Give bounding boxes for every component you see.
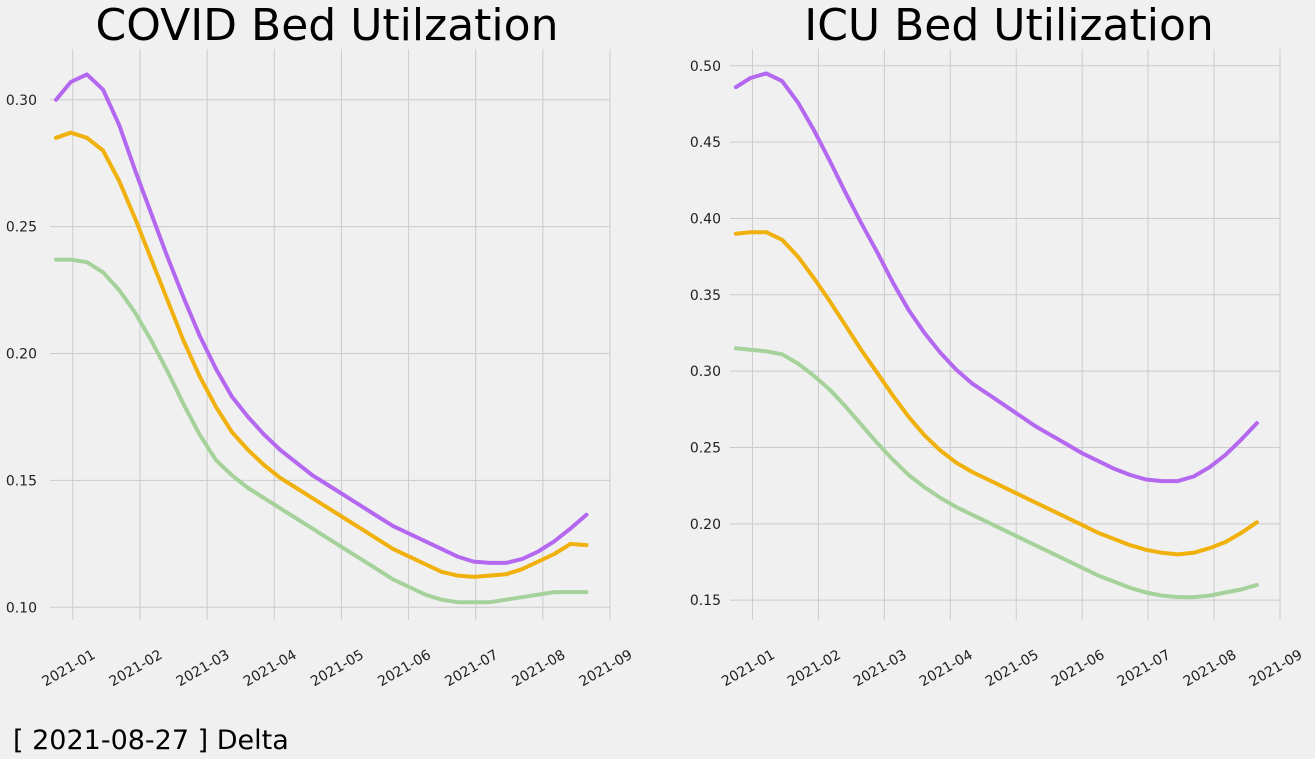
icu-y-tick-label: 0.25 bbox=[690, 440, 721, 456]
icu-x-tick-label: 2021-07 bbox=[1115, 647, 1174, 690]
icu-x-tick-label: 2021-03 bbox=[851, 647, 910, 690]
covid-x-tick-label: 2021-07 bbox=[442, 647, 501, 690]
covid-series-green-line bbox=[54, 257, 589, 605]
covid-x-tick-label: 2021-01 bbox=[39, 647, 98, 690]
covid-x-tick-label: 2021-08 bbox=[510, 647, 569, 690]
icu-chart-title: ICU Bed Utilization bbox=[804, 0, 1214, 51]
icu-y-tick-label: 0.45 bbox=[690, 135, 721, 151]
icu-series-purple-line bbox=[733, 71, 1259, 484]
covid-series-orange-line bbox=[54, 130, 589, 579]
icu-y-tick-label: 0.20 bbox=[690, 517, 721, 533]
icu-x-tick-label: 2021-02 bbox=[785, 647, 844, 690]
icu-y-tick-label: 0.35 bbox=[690, 288, 721, 304]
covid-y-tick-label: 0.10 bbox=[6, 600, 37, 616]
icu-y-tick-label: 0.15 bbox=[690, 593, 721, 609]
covid-y-tick-label: 0.20 bbox=[6, 347, 37, 363]
icu-series-orange-line bbox=[733, 230, 1259, 557]
covid-x-tick-label: 2021-03 bbox=[174, 647, 233, 690]
covid-y-tick-label: 0.30 bbox=[6, 93, 37, 109]
icu-x-tick-label: 2021-01 bbox=[719, 647, 778, 690]
covid-x-tick-label: 2021-06 bbox=[375, 647, 434, 690]
icu-x-tick-label: 2021-04 bbox=[917, 647, 976, 690]
covid-x-tick-label: 2021-02 bbox=[107, 647, 166, 690]
icu-x-tick-label: 2021-06 bbox=[1049, 647, 1108, 690]
covid-chart-title: COVID Bed Utilzation bbox=[96, 0, 559, 51]
icu-series-green-line bbox=[733, 346, 1259, 600]
covid-series-purple-line bbox=[54, 72, 589, 565]
icu-y-tick-label: 0.30 bbox=[690, 364, 721, 380]
icu-y-tick-label: 0.50 bbox=[690, 59, 721, 75]
icu-x-tick-label: 2021-05 bbox=[983, 647, 1042, 690]
covid-y-tick-label: 0.25 bbox=[6, 220, 37, 236]
icu-x-tick-label: 2021-08 bbox=[1181, 647, 1240, 690]
icu-x-tick-label: 2021-09 bbox=[1247, 647, 1306, 690]
figure-caption: [ 2021-08-27 ] Delta bbox=[13, 725, 289, 756]
icu-bed-chart: ICU Bed Utilization 0.15 0.20 0.25 0.30 0.35 0… bbox=[690, 0, 1306, 690]
covid-x-tick-label: 2021-09 bbox=[577, 647, 636, 690]
covid-x-tick-label: 2021-04 bbox=[241, 647, 300, 690]
icu-y-tick-label: 0.40 bbox=[690, 211, 721, 227]
covid-x-tick-label: 2021-05 bbox=[308, 647, 367, 690]
covid-bed-chart: COVID Bed Utilzation 0.10 0.15 0.20 0.25 0.30… bbox=[6, 0, 636, 690]
covid-y-tick-label: 0.15 bbox=[6, 473, 37, 489]
